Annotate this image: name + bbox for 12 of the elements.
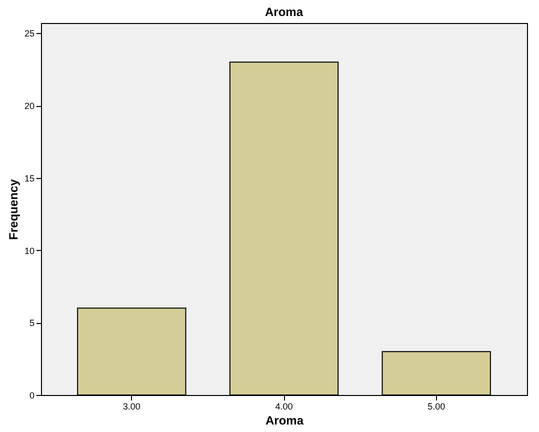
x-tick-label: 4.00 [275,402,293,412]
y-tick-label: 5 [29,318,34,328]
y-tick-label: 25 [24,28,34,39]
y-axis-title: Frequency [6,178,20,240]
chart-title: Aroma [264,5,304,19]
y-tick-label: 20 [24,101,34,112]
x-tick-label: 5.00 [428,402,446,412]
x-tick-label: 3.00 [122,402,140,412]
y-tick-label: 0 [29,390,34,400]
y-tick-label: 15 [24,173,34,184]
y-tick-label: 10 [24,246,34,256]
x-axis-title: Aroma [265,414,304,428]
